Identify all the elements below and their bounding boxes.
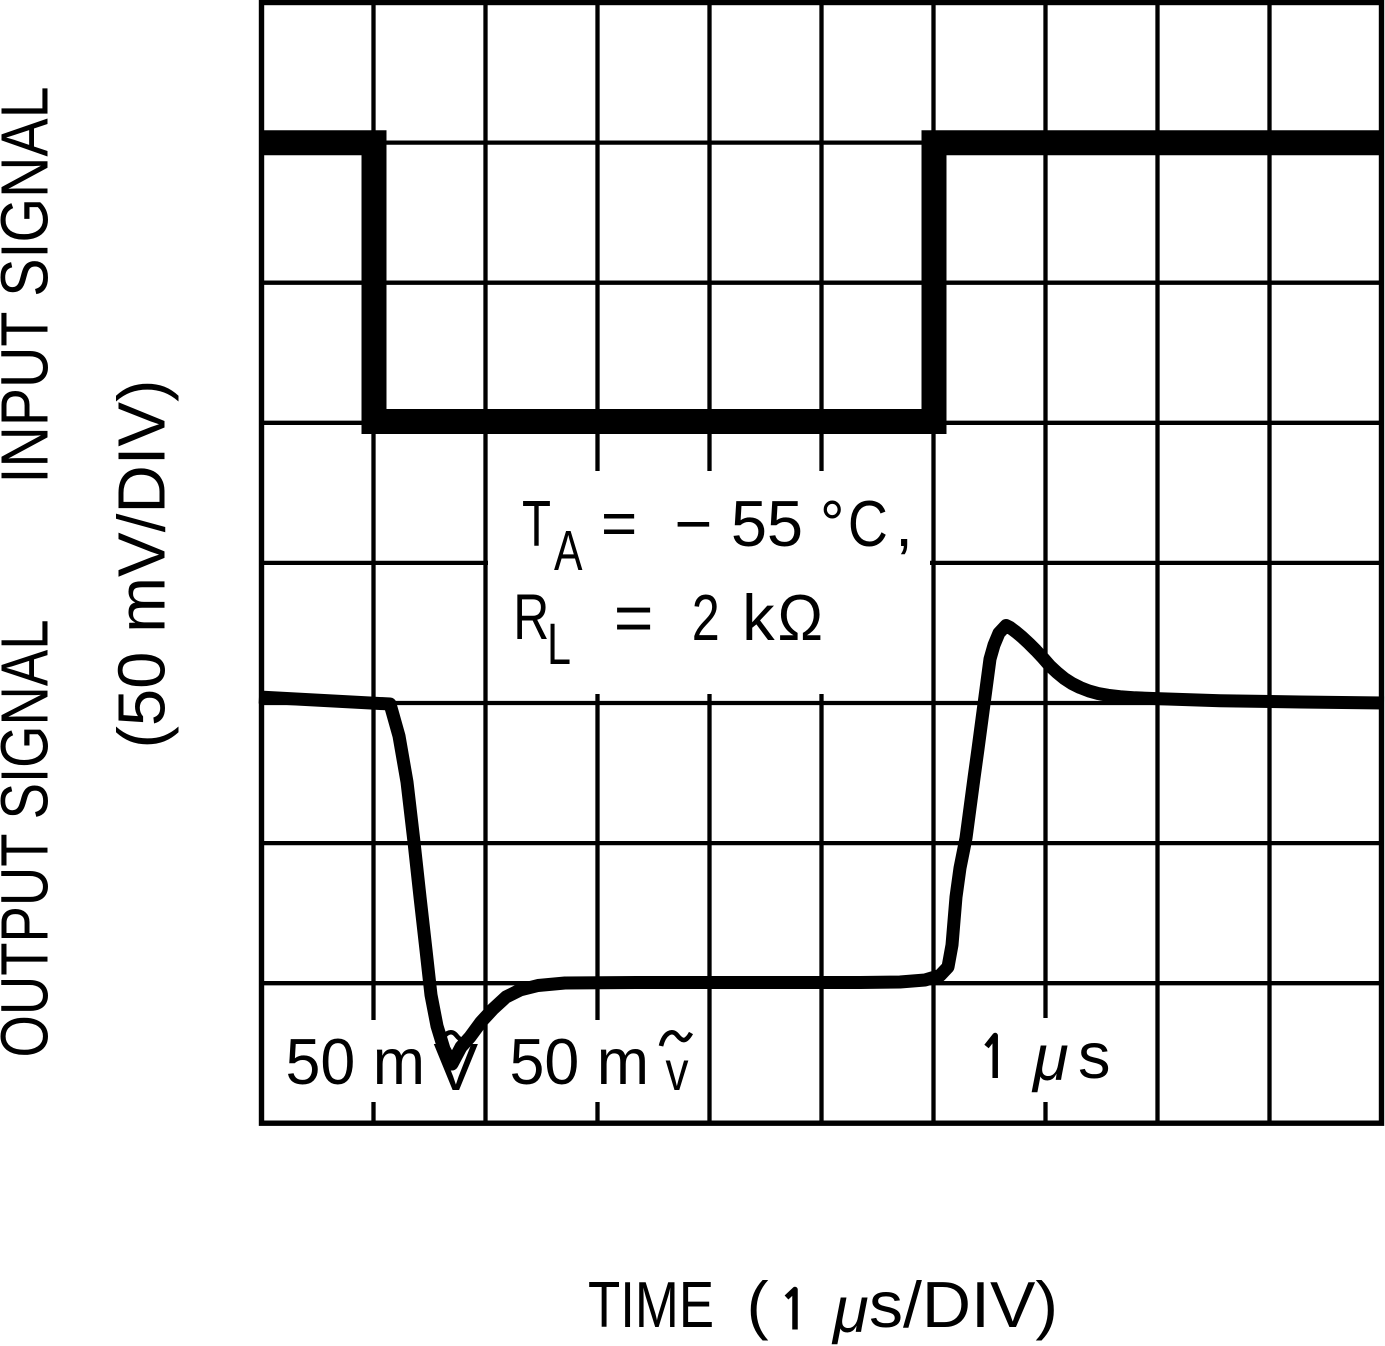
- svg-text:A: A: [554, 519, 583, 583]
- svg-text:−55°C,: −55 °C,: [675, 487, 914, 560]
- svg-text:=: =: [601, 490, 637, 559]
- svg-text:μ: μ: [831, 1273, 869, 1346]
- svg-text:v: v: [666, 1039, 689, 1102]
- svg-text:s/DIV): s/DIV): [869, 1268, 1058, 1341]
- svg-text:50 m: 50 m: [510, 1025, 650, 1098]
- svg-text:TIME: TIME: [588, 1268, 714, 1341]
- svg-text:OUTPUT SIGNAL: OUTPUT SIGNAL: [0, 620, 63, 1058]
- svg-text:INPUT SIGNAL: INPUT SIGNAL: [0, 87, 63, 484]
- svg-text:(50 mV/DIV): (50 mV/DIV): [105, 380, 180, 749]
- svg-text:2kΩ: 2 kΩ: [692, 581, 823, 654]
- svg-text:R: R: [513, 580, 549, 653]
- svg-text:50 m: 50 m: [286, 1025, 426, 1098]
- svg-text:T: T: [522, 487, 551, 560]
- svg-text:μ: μ: [1031, 1021, 1069, 1094]
- svg-text:L: L: [547, 612, 571, 677]
- svg-text:s: s: [1078, 1019, 1111, 1092]
- svg-text:(: (: [747, 1268, 769, 1341]
- svg-text:=: =: [614, 580, 654, 656]
